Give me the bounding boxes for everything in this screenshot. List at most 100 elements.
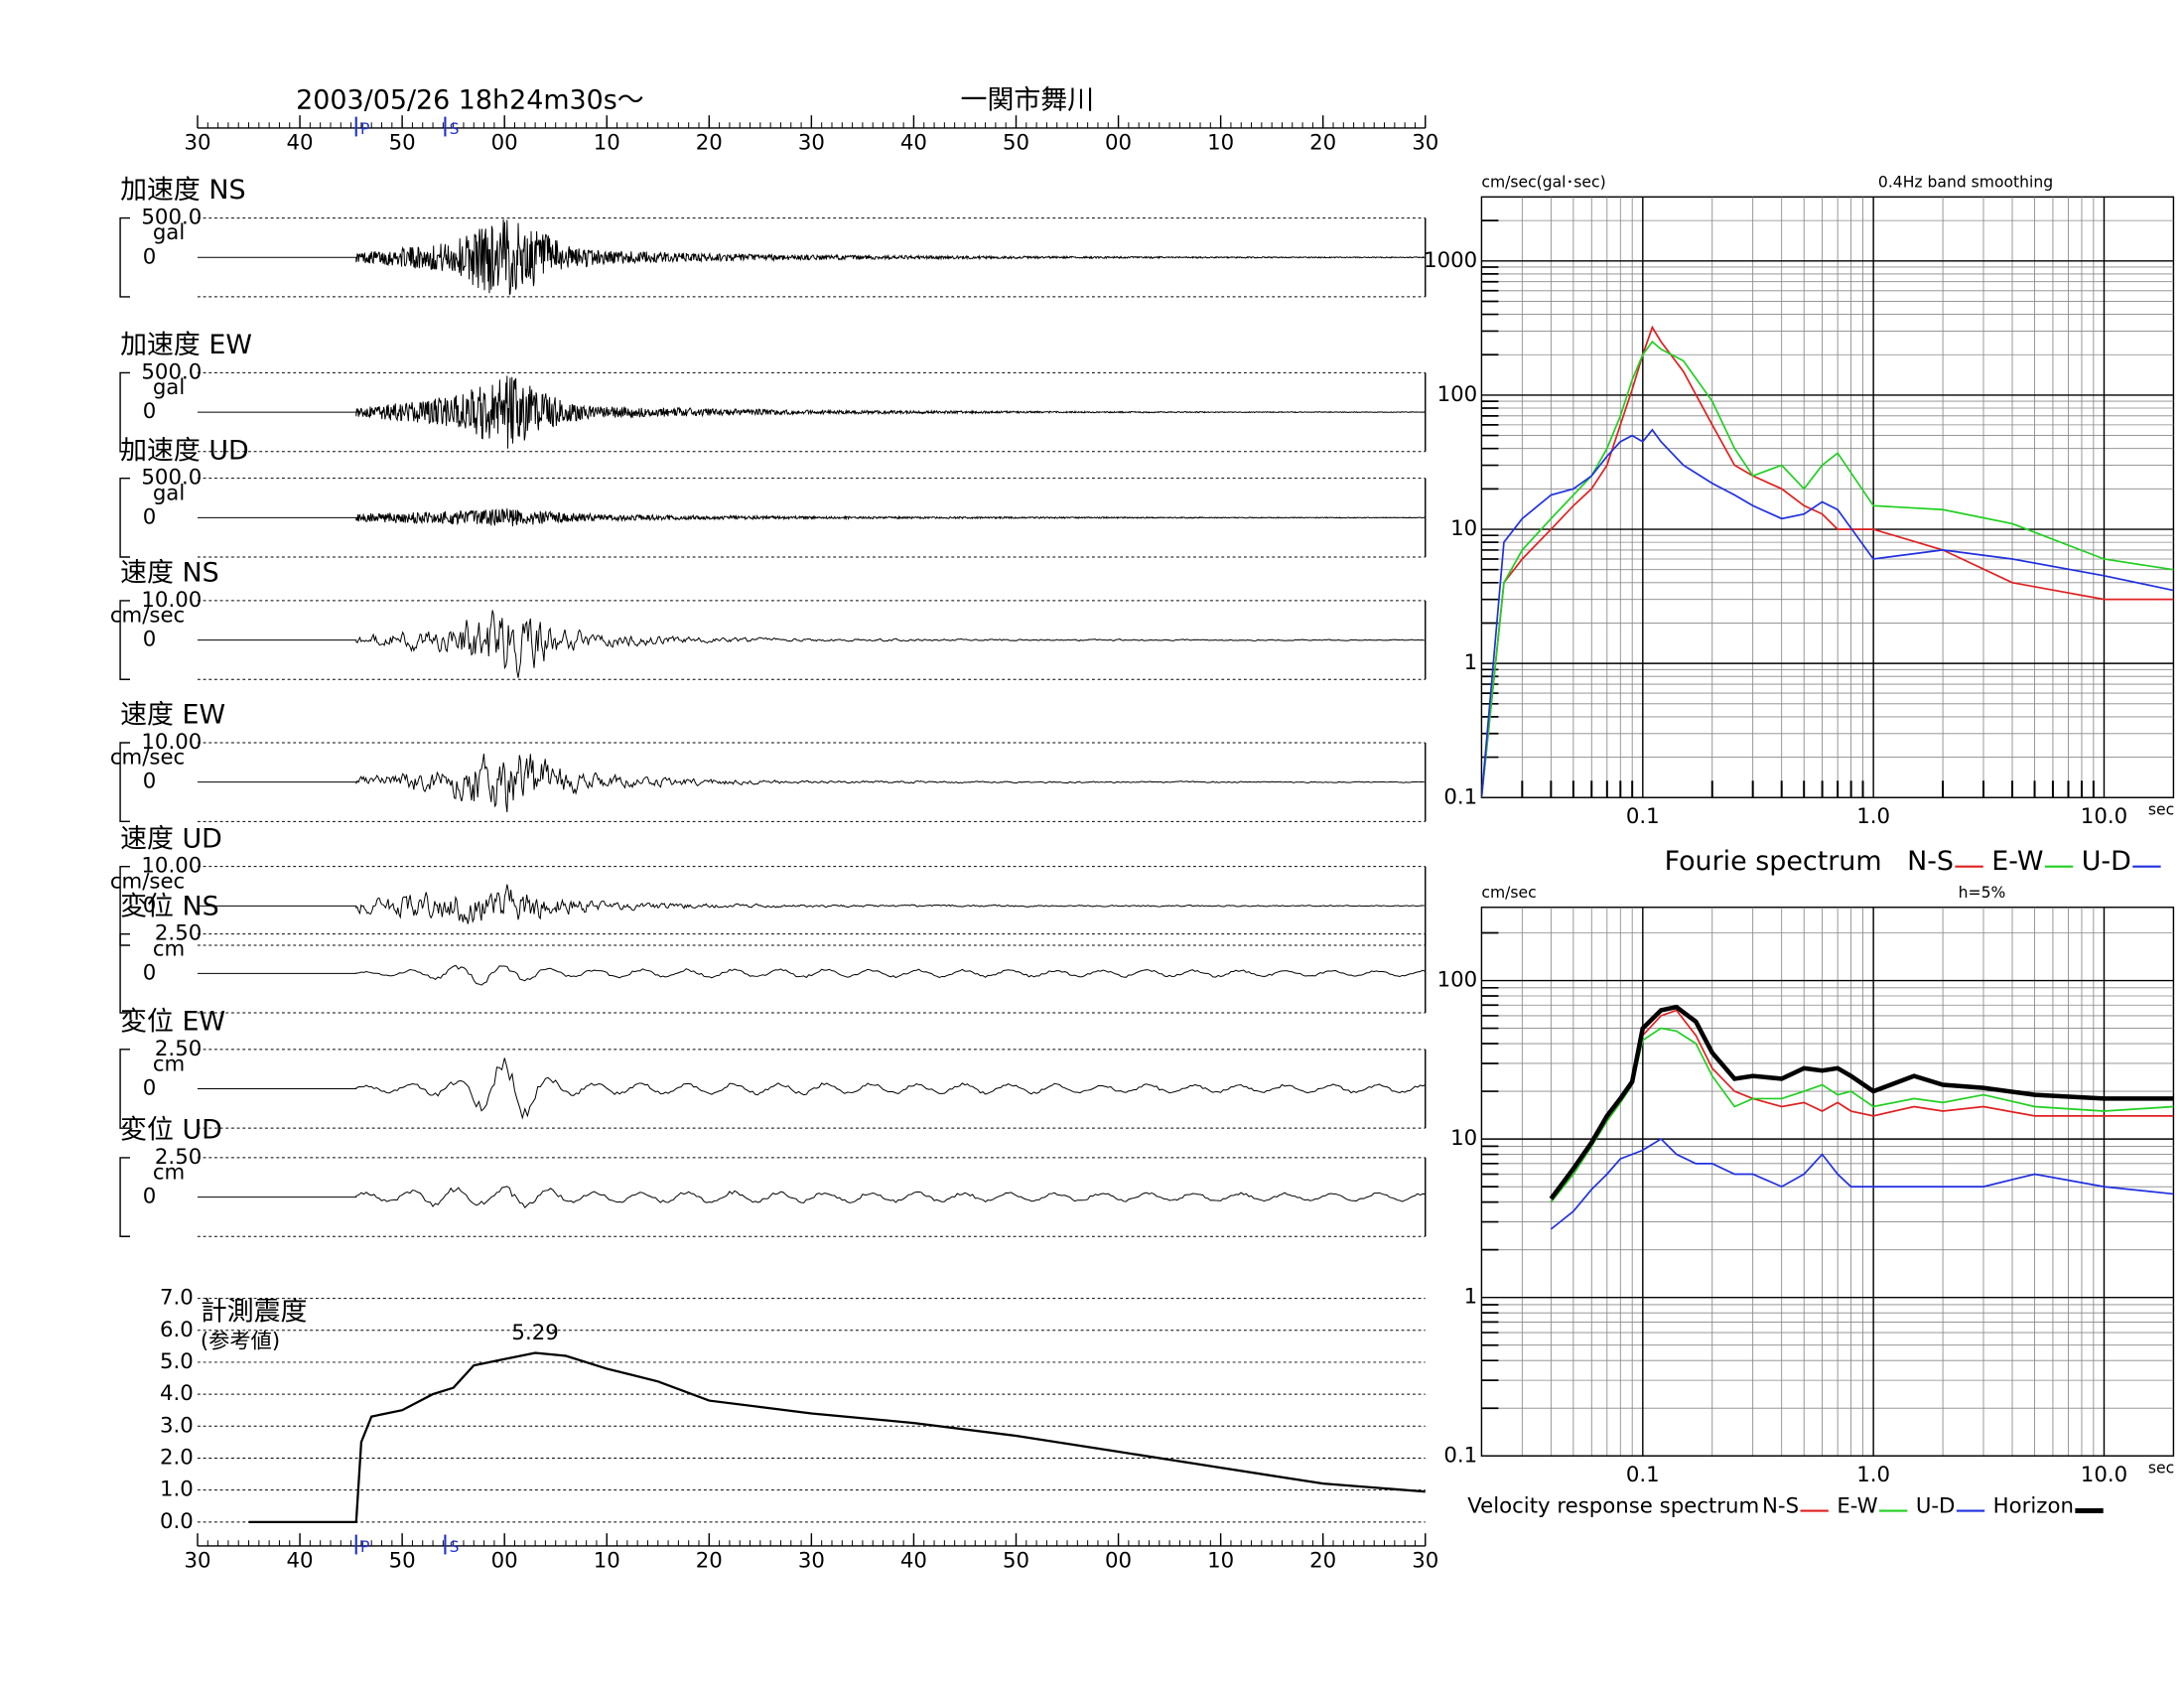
- trace-unit: cm: [153, 936, 185, 961]
- trace-zero: 0: [143, 960, 157, 985]
- time-tick-label: 10: [1207, 1549, 1234, 1574]
- intensity-curve: [248, 1351, 1426, 1523]
- intensity-tick-label: 4.0: [160, 1381, 194, 1406]
- time-tick-label: 40: [287, 131, 314, 156]
- trace-unit: cm/sec: [110, 604, 185, 629]
- intensity-tick-label: 6.0: [160, 1318, 194, 1342]
- trace-zero: 0: [143, 244, 157, 269]
- spectrum-line: [1481, 340, 2174, 798]
- legend-label: N-S: [1762, 1493, 1799, 1518]
- trace-label: 加速度 EW: [120, 330, 252, 360]
- legend-title: Fourie spectrum: [1665, 846, 1882, 877]
- x-unit: sec: [2148, 801, 2174, 819]
- trace-scale: 500.0: [141, 466, 202, 491]
- phase-label: P: [360, 120, 369, 138]
- trace-scale: 2.50: [155, 1145, 202, 1170]
- phase-label: S: [450, 120, 460, 138]
- intensity-tick-label: 2.0: [160, 1445, 194, 1470]
- time-tick-label: 50: [1003, 131, 1029, 156]
- spectrum-line: [1481, 428, 2174, 798]
- x-tick-label: 10.0: [2081, 804, 2127, 829]
- trace-bracket: [119, 1049, 131, 1129]
- time-tick-label: 00: [1105, 1549, 1132, 1574]
- trace-bracket: [119, 1157, 131, 1237]
- x-tick-label: 10.0: [2081, 1463, 2127, 1487]
- time-tick-label: 40: [900, 131, 927, 156]
- plot-area: [1481, 197, 2174, 798]
- time-tick-label: 50: [389, 131, 416, 156]
- plot-note: 0.4Hz band smoothing: [1878, 174, 2053, 192]
- x-unit: sec: [2148, 1460, 2174, 1477]
- trace-label: 変位 UD: [120, 1115, 222, 1146]
- trace-label: 変位 EW: [120, 1006, 225, 1037]
- waveform: [198, 1186, 1426, 1209]
- y-tick-label: 1000: [1424, 248, 1477, 273]
- time-tick-label: 10: [1207, 131, 1234, 156]
- time-tick-label: 00: [491, 1549, 518, 1574]
- y-tick-label: 100: [1437, 968, 1478, 993]
- y-tick-label: 0.1: [1443, 784, 1477, 809]
- trace-bracket: [119, 932, 131, 1014]
- time-tick-label: 00: [1105, 131, 1132, 156]
- trace-zero: 0: [143, 399, 157, 424]
- trace-label: 速度 NS: [120, 558, 219, 589]
- plot-note: h=5%: [1959, 884, 2006, 902]
- x-tick-label: 0.1: [1626, 1463, 1660, 1487]
- intensity-peak-label: 5.29: [511, 1321, 558, 1345]
- waveform: [198, 884, 1425, 924]
- intensity-title: 計測震度: [201, 1296, 308, 1327]
- intensity-tick-label: 7.0: [160, 1286, 194, 1311]
- plot-frame: [1480, 907, 2175, 1457]
- waveform: [198, 1057, 1426, 1120]
- station-name: 一関市舞川: [961, 85, 1095, 116]
- time-tick-label: 50: [1003, 1549, 1029, 1574]
- legend-label: Horizon: [1993, 1493, 2074, 1518]
- spectrum-line: [1550, 1027, 2174, 1203]
- trace-label: 加速度 UD: [120, 435, 249, 466]
- time-tick-label: 10: [594, 1549, 620, 1574]
- trace-unit: gal: [153, 375, 185, 400]
- trace-label: 速度 EW: [120, 700, 225, 731]
- time-tick-label: 20: [1309, 131, 1336, 156]
- intensity-tick-label: 3.0: [160, 1413, 194, 1438]
- trace-unit: cm/sec: [110, 746, 185, 771]
- legend-label: N-S: [1907, 846, 1954, 877]
- time-tick-label: 50: [389, 1549, 416, 1574]
- plot-area: [1481, 907, 2174, 1457]
- trace-zero: 0: [143, 504, 157, 529]
- phase-label: P: [360, 1538, 369, 1556]
- time-tick-label: 20: [696, 1549, 723, 1574]
- y-tick-label: 1: [1464, 650, 1478, 675]
- y-unit: cm/sec(gal･sec): [1481, 174, 1605, 192]
- legend-label: E-W: [1837, 1493, 1877, 1518]
- y-tick-label: 10: [1450, 1126, 1477, 1151]
- trace-bracket: [119, 371, 131, 453]
- legend-title: Velocity response spectrum: [1467, 1493, 1759, 1518]
- trace-scale: 10.00: [141, 854, 202, 879]
- waveform: [198, 218, 1426, 296]
- time-tick-label: 30: [1412, 131, 1438, 156]
- spectrum-line: [1550, 1138, 2174, 1230]
- trace-bracket: [119, 477, 131, 558]
- time-tick-label: 30: [184, 1549, 210, 1574]
- trace-bracket: [119, 865, 131, 946]
- time-tick-label: 10: [594, 131, 620, 156]
- trace-unit: gal: [153, 220, 185, 245]
- trace-zero: 0: [143, 893, 157, 917]
- spectrum-line: [1549, 1004, 2174, 1200]
- waveform: [198, 508, 1426, 527]
- waveform: [198, 610, 1425, 678]
- time-tick-label: 40: [900, 1549, 927, 1574]
- intensity-subtitle: (参考値): [201, 1330, 280, 1354]
- trace-unit: gal: [153, 481, 185, 505]
- time-tick-label: 30: [798, 131, 825, 156]
- legend-label: U-D: [1916, 1493, 1956, 1518]
- waveform: [198, 964, 1426, 986]
- trace-scale: 500.0: [141, 206, 202, 230]
- plot-frame: [1480, 196, 2175, 798]
- waveform: [198, 753, 1425, 813]
- y-tick-label: 10: [1450, 516, 1477, 541]
- intensity-tick-label: 5.0: [160, 1349, 194, 1374]
- intensity-tick-label: 1.0: [160, 1477, 194, 1502]
